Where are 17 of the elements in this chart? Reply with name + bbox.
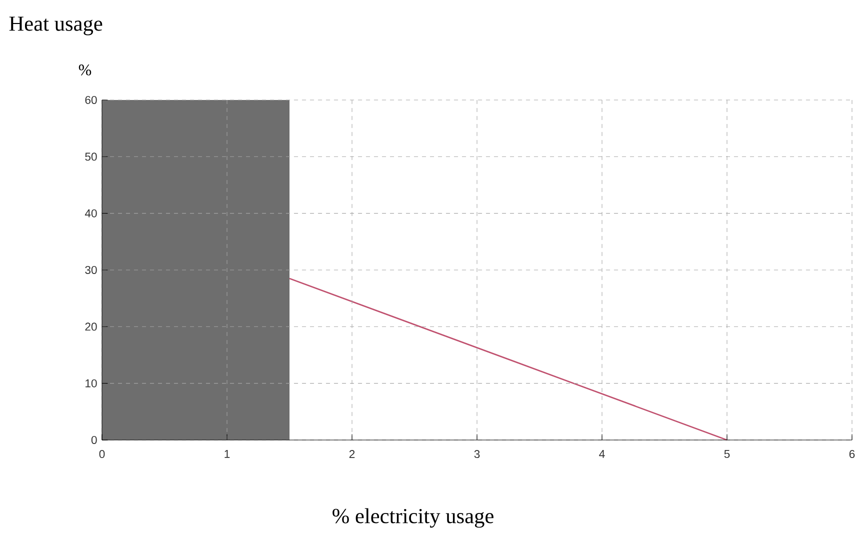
y-tick-label: 60: [85, 96, 97, 104]
y-tick-label: 40: [84, 209, 97, 218]
x-tick-label: 4: [599, 450, 605, 458]
y-tick-label: 50: [85, 152, 97, 161]
y-tick-label: 20: [85, 322, 97, 331]
y-tick-label: 30: [85, 266, 97, 274]
chart-title: Heat usage: [9, 16, 102, 36]
x-tick-label: 5: [724, 450, 730, 458]
y-tick-label: 0: [91, 436, 97, 444]
x-tick-label: 6: [849, 450, 855, 458]
x-tick-label: 1: [224, 450, 230, 458]
x-tick-label: 3: [474, 450, 480, 458]
x-tick-label: 0: [99, 450, 105, 458]
x-axis-title: % electricity usage: [332, 508, 494, 528]
x-tick-label: 2: [349, 450, 355, 458]
y-axis-title: %: [78, 64, 92, 76]
y-tick-label: 10: [86, 379, 97, 388]
